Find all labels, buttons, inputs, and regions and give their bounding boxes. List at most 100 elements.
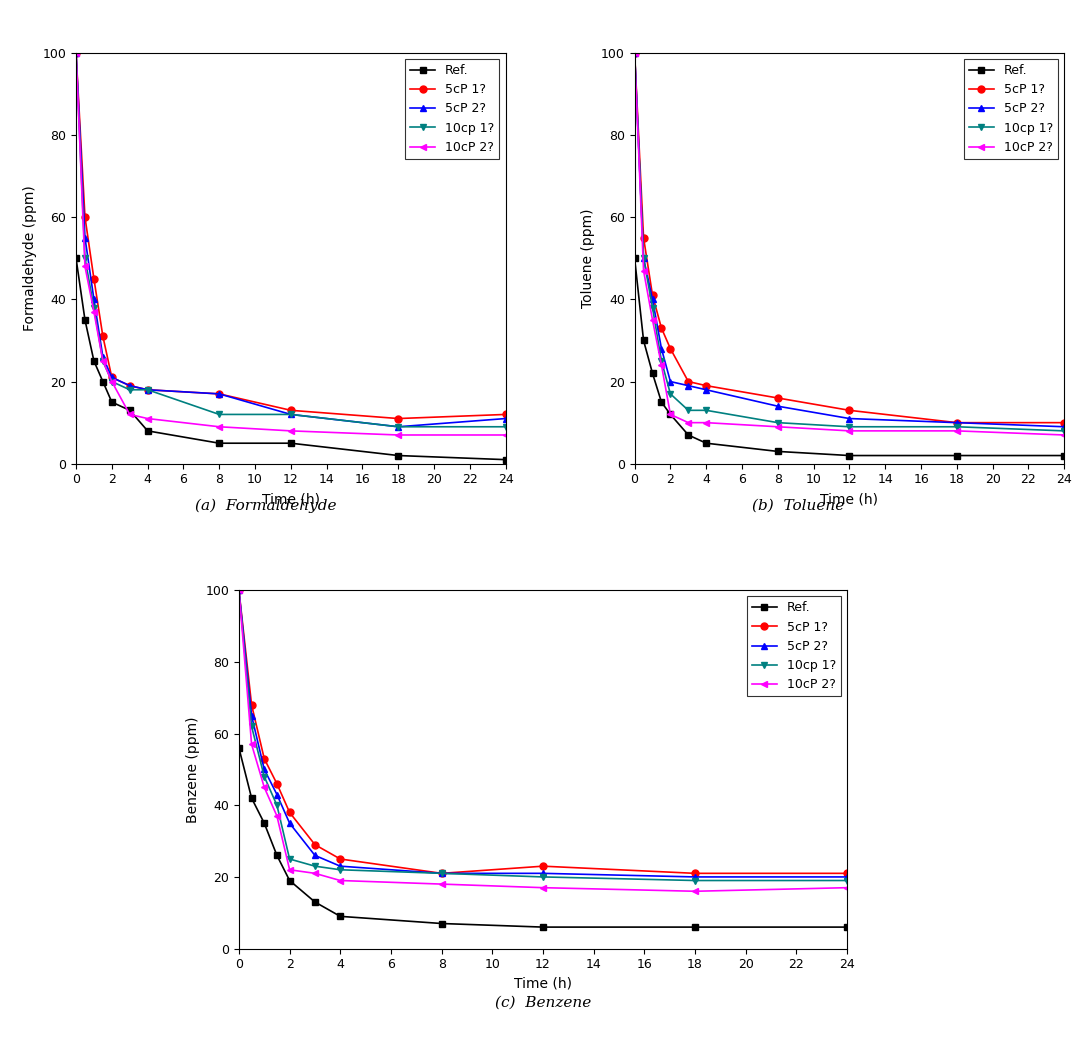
Ref. — [283, 874, 296, 886]
5cP 2? — [105, 371, 118, 384]
Ref. — [70, 252, 83, 265]
Ref. — [682, 429, 695, 442]
5cP 1? — [637, 232, 651, 245]
Y-axis label: Toluene (ppm): Toluene (ppm) — [581, 209, 595, 308]
5cP 2? — [841, 871, 854, 883]
10cp 1? — [682, 404, 695, 416]
10cP 2? — [123, 408, 136, 421]
Ref. — [285, 436, 298, 449]
5cP 2? — [950, 416, 963, 429]
5cP 2? — [655, 343, 668, 355]
Ref. — [771, 445, 784, 457]
Ref. — [392, 449, 405, 462]
Ref. — [123, 404, 136, 416]
5cP 2? — [70, 46, 83, 59]
5cP 1? — [843, 404, 856, 416]
Text: (b)  Toluene: (b) Toluene — [753, 499, 844, 512]
10cp 1? — [637, 252, 651, 265]
10cP 2? — [841, 881, 854, 894]
10cp 1? — [97, 354, 110, 368]
Ref. — [213, 436, 226, 449]
10cp 1? — [771, 416, 784, 429]
Y-axis label: Benzene (ppm): Benzene (ppm) — [186, 716, 200, 823]
5cP 2? — [689, 871, 702, 883]
5cP 2? — [637, 252, 651, 265]
5cP 2? — [771, 399, 784, 412]
10cP 2? — [97, 354, 110, 368]
Y-axis label: Formaldehyde (ppm): Formaldehyde (ppm) — [23, 186, 37, 331]
5cP 1? — [841, 867, 854, 880]
10cP 2? — [500, 429, 513, 442]
Ref. — [232, 742, 245, 755]
5cP 2? — [270, 788, 283, 801]
Ref. — [435, 917, 449, 930]
5cP 2? — [500, 412, 513, 425]
Ref. — [333, 910, 346, 922]
5cP 2? — [536, 867, 550, 880]
Ref. — [637, 334, 651, 347]
5cP 1? — [78, 211, 91, 223]
10cp 1? — [392, 421, 405, 433]
5cP 1? — [536, 860, 550, 873]
Ref. — [699, 436, 712, 449]
Ref. — [105, 395, 118, 408]
10cP 2? — [105, 375, 118, 388]
Line: 5cP 1?: 5cP 1? — [73, 50, 509, 422]
5cP 2? — [283, 817, 296, 829]
10cP 2? — [771, 421, 784, 433]
5cP 1? — [628, 46, 641, 59]
10cp 1? — [435, 867, 449, 880]
10cP 2? — [213, 421, 226, 433]
10cP 2? — [87, 306, 100, 318]
10cP 2? — [245, 738, 258, 750]
10cP 2? — [283, 863, 296, 876]
X-axis label: Time (h): Time (h) — [820, 492, 879, 506]
Ref. — [1058, 449, 1071, 462]
Line: Ref.: Ref. — [631, 255, 1068, 458]
Ref. — [655, 395, 668, 408]
Line: 10cp 1?: 10cp 1? — [631, 50, 1068, 434]
5cP 1? — [950, 416, 963, 429]
X-axis label: Time (h): Time (h) — [514, 977, 572, 991]
10cp 1? — [536, 871, 550, 883]
10cp 1? — [333, 863, 346, 876]
10cp 1? — [283, 853, 296, 865]
5cP 1? — [123, 379, 136, 392]
Ref. — [87, 354, 100, 368]
Ref. — [245, 792, 258, 804]
Ref. — [500, 453, 513, 466]
5cP 1? — [435, 867, 449, 880]
Ref. — [843, 449, 856, 462]
10cP 2? — [70, 46, 83, 59]
10cp 1? — [70, 46, 83, 59]
5cP 1? — [283, 806, 296, 819]
5cP 1? — [232, 584, 245, 597]
10cP 2? — [689, 885, 702, 898]
Ref. — [628, 252, 641, 265]
5cP 2? — [843, 412, 856, 425]
Ref. — [78, 314, 91, 327]
5cP 1? — [500, 408, 513, 421]
10cP 2? — [628, 46, 641, 59]
10cp 1? — [628, 46, 641, 59]
10cP 2? — [843, 425, 856, 437]
Line: 5cP 2?: 5cP 2? — [236, 587, 850, 880]
5cP 2? — [392, 421, 405, 433]
10cp 1? — [270, 799, 283, 812]
5cP 1? — [105, 371, 118, 384]
5cP 2? — [699, 384, 712, 396]
5cP 2? — [97, 351, 110, 364]
X-axis label: Time (h): Time (h) — [262, 492, 320, 506]
10cp 1? — [841, 874, 854, 886]
Ref. — [97, 375, 110, 388]
5cP 2? — [78, 232, 91, 245]
5cP 1? — [141, 384, 154, 396]
Ref. — [308, 896, 321, 909]
5cP 1? — [213, 388, 226, 401]
5cP 2? — [435, 867, 449, 880]
Ref. — [141, 425, 154, 437]
10cp 1? — [232, 584, 245, 597]
5cP 2? — [87, 293, 100, 306]
10cp 1? — [655, 354, 668, 368]
10cP 2? — [257, 781, 270, 794]
